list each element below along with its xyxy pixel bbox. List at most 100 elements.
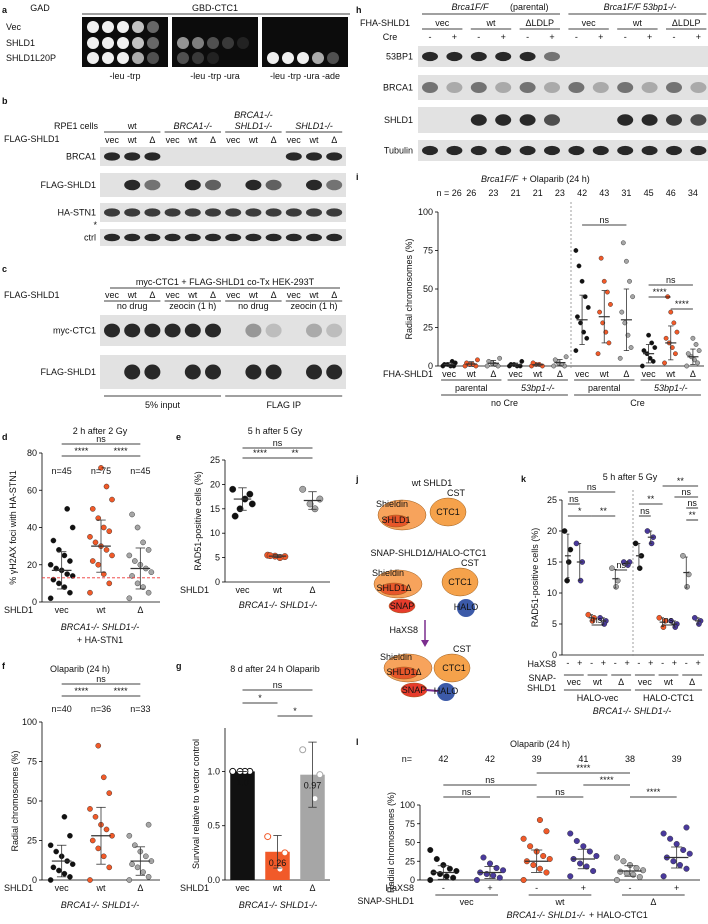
data-point <box>145 874 152 880</box>
significance: **** <box>600 775 615 785</box>
data-point <box>64 571 70 577</box>
data-point <box>608 301 613 307</box>
significance: * <box>578 506 582 516</box>
y-tick-label: 0 <box>428 361 433 371</box>
significance: **** <box>74 686 89 696</box>
x-tick-label: Δ <box>623 369 629 379</box>
data-point <box>530 862 537 869</box>
label: 5% input <box>145 400 181 410</box>
significance: **** <box>114 686 129 696</box>
y-tick-label: 100 <box>400 800 415 810</box>
data-point <box>69 861 76 868</box>
data-point <box>646 332 651 338</box>
x-tick-label: + <box>695 658 700 668</box>
data-point <box>567 546 574 553</box>
label: BRCA1-/- SHLD1-/- <box>61 900 140 910</box>
data-point <box>103 483 110 490</box>
band <box>446 145 463 156</box>
blot <box>100 355 346 389</box>
label: n= <box>402 754 412 764</box>
band <box>495 51 512 62</box>
data-point <box>95 742 102 749</box>
data-point <box>585 611 592 618</box>
data-point <box>92 539 99 546</box>
data-point <box>649 340 655 346</box>
data-point <box>487 860 494 867</box>
data-point <box>61 870 68 877</box>
n-label: 42 <box>438 754 448 764</box>
data-point <box>299 485 307 493</box>
band <box>265 233 282 242</box>
lane-label: vec <box>105 135 120 145</box>
data-point <box>92 814 99 820</box>
data-point <box>473 877 480 884</box>
lane-label: vec <box>105 290 120 300</box>
data-point <box>129 511 135 518</box>
significance: ns <box>96 674 106 684</box>
x-tick-label: + <box>487 883 492 893</box>
band <box>285 152 302 161</box>
data-point <box>109 552 115 559</box>
band <box>519 145 536 156</box>
label: SHLD1 <box>4 605 33 615</box>
band <box>495 145 512 156</box>
data-point <box>67 874 73 880</box>
label: SHLD1 <box>4 883 33 893</box>
colony-spot <box>267 52 279 64</box>
sign-label: - <box>526 32 529 42</box>
data-point <box>61 552 68 559</box>
band <box>326 179 343 191</box>
lane-label: Δ <box>149 135 155 145</box>
n-label: n=45 <box>130 466 150 476</box>
x-tick-label: - <box>590 658 593 668</box>
significance: ** <box>647 494 655 504</box>
data-point <box>100 853 107 860</box>
significance: ns <box>555 787 565 797</box>
x-tick-label: Δ <box>690 369 696 379</box>
data-point <box>617 868 624 875</box>
y-tick-label: 20 <box>547 526 557 536</box>
label: FLAG-SHLD1 <box>4 134 60 144</box>
data-point <box>613 877 620 884</box>
label: SHLD1 <box>180 883 209 893</box>
data-point <box>87 589 93 596</box>
x-tick-label: - <box>566 658 569 668</box>
data-point <box>520 877 527 884</box>
x-tick-label: vec <box>442 369 457 379</box>
blot-label: BRCA1 <box>383 83 413 93</box>
lane-label: wt <box>486 18 496 28</box>
data-point <box>536 865 543 872</box>
data-point <box>601 278 607 284</box>
lane-label: wt <box>309 290 319 300</box>
band <box>184 323 201 338</box>
data-point <box>660 830 667 837</box>
band <box>285 233 302 242</box>
blot <box>100 315 346 346</box>
label: HaXS8 <box>527 659 556 669</box>
y-tick-label: 75 <box>27 757 37 767</box>
data-point <box>129 861 135 868</box>
sign-label: - <box>429 32 432 42</box>
label: vec <box>567 677 582 687</box>
band <box>690 82 707 93</box>
x-tick-label: - <box>661 658 664 668</box>
label: HALO-CTC1 <box>643 693 694 703</box>
y-tick-label: 5 <box>552 619 557 629</box>
band <box>641 82 658 93</box>
colony-spot <box>87 21 99 33</box>
data-point <box>145 589 152 596</box>
x-tick-label: wt <box>599 369 609 379</box>
data-point <box>98 465 104 471</box>
data-point <box>563 354 569 360</box>
lane-label: Δ <box>331 135 337 145</box>
colony-spot <box>87 37 99 49</box>
label: Brca1F/F <box>451 2 489 12</box>
data-point <box>311 795 319 803</box>
data-point <box>684 584 690 590</box>
data-point <box>639 363 645 369</box>
sign-label: + <box>549 32 554 42</box>
x-tick-label: - <box>629 883 632 893</box>
n-label: 45 <box>644 188 654 198</box>
lane-label: vec <box>435 18 450 28</box>
